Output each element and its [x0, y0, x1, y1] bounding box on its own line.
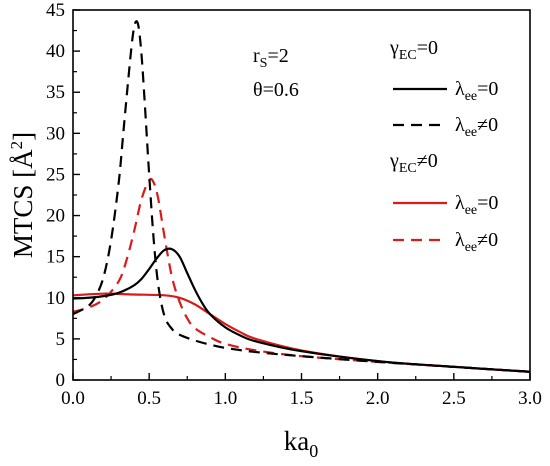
- y-tick-label: 25: [46, 164, 65, 185]
- series-layer: [72, 20, 531, 373]
- y-tick-label: 20: [46, 206, 65, 227]
- legend-label-black-dashed-rest: ≠0: [477, 114, 498, 136]
- legend-label-black-dashed: λee≠0: [455, 114, 498, 140]
- x-tick-label: 0.5: [137, 388, 161, 409]
- x-tick-label: 1.5: [290, 388, 314, 409]
- legend-group-header-ec-zero-main: γ: [389, 37, 399, 59]
- x-tick-label: 0.0: [61, 388, 85, 409]
- legend-label-red-solid-main: λ: [455, 192, 465, 214]
- legend-label-red-solid-rest: =0: [477, 192, 498, 214]
- y-axis-title-main: MTCS [Å: [8, 149, 38, 258]
- legend: γEC=0 λee=0 λee≠0 γEC≠0 λee=0 λee≠0: [389, 37, 498, 255]
- legend-group-header-ec-zero-rest: =0: [417, 37, 438, 59]
- y-tick-label: 40: [46, 41, 65, 62]
- annotation-rs: rS=2: [253, 45, 289, 71]
- legend-label-red-solid: λee=0: [455, 192, 498, 218]
- series-line-black-dashed: [72, 20, 531, 373]
- x-axis-title: ka0: [284, 426, 318, 461]
- annotation-rs-main: r: [253, 45, 260, 67]
- annotation-rs-sub: S: [260, 56, 268, 71]
- legend-group-header-ec-nonzero-sub: EC: [399, 161, 417, 176]
- x-tick-label: 2.5: [442, 388, 466, 409]
- legend-group-header-ec-zero-sub: EC: [399, 48, 417, 63]
- y-tick-label: 10: [46, 288, 65, 309]
- series-line-black-solid: [72, 247, 531, 373]
- legend-label-red-dashed-sub: ee: [465, 240, 477, 255]
- legend-label-black-solid-main: λ: [455, 78, 465, 100]
- ticks-layer: 0.0 0.5 1.0 1.5 2.0 2.5 3.0 0 5 10 15 20 25 30 35 40 45: [46, 0, 542, 409]
- legend-group-header-ec-nonzero: γEC≠0: [389, 150, 438, 176]
- y-tick-label: 5: [56, 329, 66, 350]
- legend-label-red-solid-sub: ee: [465, 203, 477, 218]
- legend-label-black-dashed-sub: ee: [465, 125, 477, 140]
- annotation-rs-rest: =2: [267, 45, 288, 67]
- y-tick-label: 0: [56, 370, 66, 391]
- legend-group-header-ec-zero: γEC=0: [389, 37, 438, 63]
- legend-label-black-dashed-main: λ: [455, 114, 465, 136]
- x-axis-title-sub: 0: [309, 441, 318, 461]
- y-axis-title-sup: 2: [7, 141, 26, 150]
- annotation-theta: θ=0.6: [253, 79, 299, 101]
- x-tick-label: 3.0: [518, 388, 542, 409]
- legend-label-black-solid: λee=0: [455, 78, 498, 104]
- legend-label-black-solid-sub: ee: [465, 89, 477, 104]
- legend-label-red-dashed: λee≠0: [455, 229, 498, 255]
- x-tick-label: 1.0: [213, 388, 237, 409]
- legend-label-red-dashed-rest: ≠0: [477, 229, 498, 251]
- y-tick-label: 15: [46, 247, 65, 268]
- y-tick-label: 30: [46, 123, 65, 144]
- legend-group-header-ec-nonzero-rest: ≠0: [417, 150, 438, 172]
- y-tick-label: 35: [46, 82, 65, 103]
- y-axis-title: MTCS [Å2]: [7, 132, 38, 258]
- legend-label-black-solid-rest: =0: [477, 78, 498, 100]
- legend-label-red-dashed-main: λ: [455, 229, 465, 251]
- y-axis-title-close: ]: [8, 132, 38, 141]
- x-tick-label: 2.0: [366, 388, 390, 409]
- y-tick-label: 45: [46, 0, 65, 21]
- x-axis-title-main: ka: [284, 426, 310, 456]
- legend-group-header-ec-nonzero-main: γ: [389, 150, 399, 172]
